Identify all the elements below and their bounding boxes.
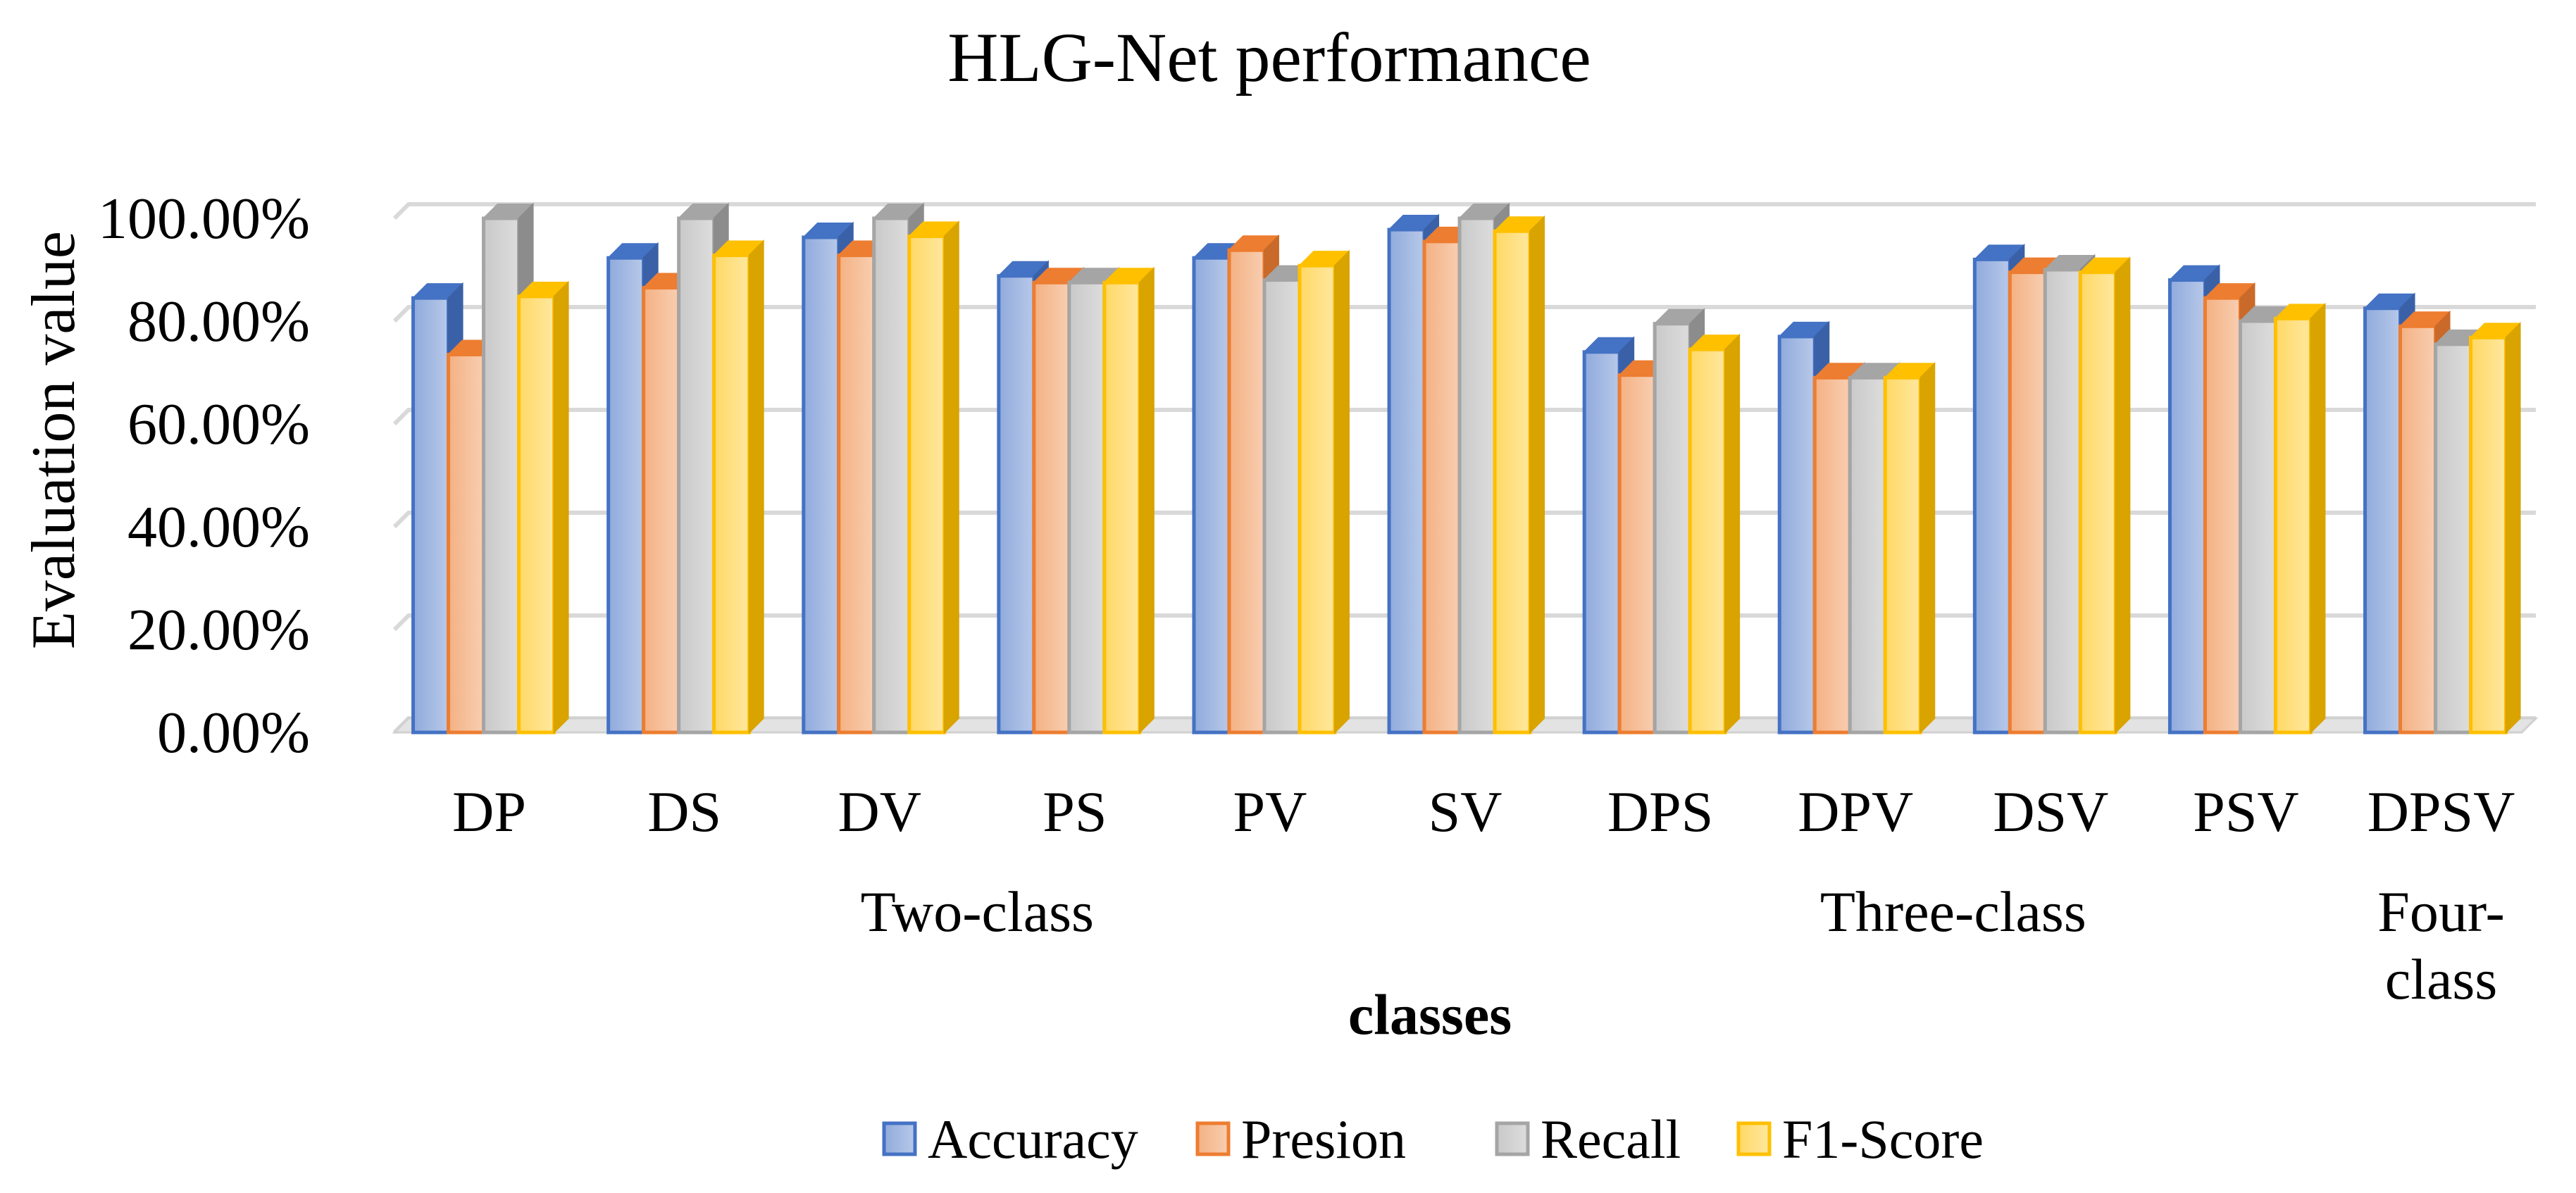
legend-label: Accuracy (928, 1108, 1138, 1170)
x-tick-label: PV (1233, 780, 1307, 844)
legend-item: Accuracy (882, 1108, 1138, 1170)
bar (2469, 321, 2521, 735)
y-axis-title: Evaluation value (20, 231, 88, 649)
bar (1883, 361, 1936, 735)
y-tick-label: 0.00% (157, 700, 310, 766)
legend: Accuracy Presion Recall F1-Score (882, 1108, 1984, 1170)
legend-item: Presion (1195, 1108, 1406, 1170)
legend-item: F1-Score (1736, 1108, 1984, 1170)
legend-swatch (1736, 1121, 1772, 1156)
y-tick-label: 100.00% (98, 186, 310, 251)
x-tick-label: SV (1429, 780, 1502, 844)
bar (517, 280, 569, 735)
bar-series (411, 202, 2521, 735)
y-tick-label: 20.00% (127, 597, 310, 663)
x-tick-label: DSV (1993, 780, 2108, 844)
group-label: Four-class (2377, 880, 2505, 1011)
legend-label: Recall (1541, 1108, 1681, 1170)
bar (2078, 256, 2131, 735)
bar (1102, 266, 1155, 735)
bar (907, 220, 959, 735)
y-tick-labels: 0.00% 20.00% 40.00% 60.00% 80.00% 100.00% (98, 186, 310, 766)
legend-label: Presion (1241, 1108, 1406, 1170)
legend-swatch (882, 1121, 917, 1156)
legend-label: F1-Score (1782, 1108, 1984, 1170)
bar (2273, 302, 2326, 735)
x-tick-label: PS (1043, 780, 1107, 844)
legend-swatch (1195, 1121, 1231, 1156)
x-tick-label: PSV (2193, 780, 2298, 844)
x-axis-title: classes (1348, 982, 1512, 1047)
legend-swatch (1495, 1121, 1530, 1156)
bar (712, 239, 764, 735)
y-tick-label: 80.00% (127, 289, 310, 354)
gridline (392, 305, 2536, 323)
gridline (392, 202, 2536, 220)
group-label: Two-class (861, 880, 1094, 944)
x-tick-label: DPS (1607, 780, 1713, 844)
x-tick-label: DS (647, 780, 721, 844)
legend-item: Recall (1495, 1108, 1681, 1170)
x-tick-labels: DP DS DV PS PV SV DPS DPV DSV PSV DPSV (452, 780, 2515, 844)
group-labels: Two-class Three-class Four-class (861, 880, 2505, 1011)
group-label: Three-class (1820, 880, 2086, 944)
x-tick-label: DPSV (2367, 780, 2515, 844)
bar (1298, 249, 1350, 735)
x-tick-label: DV (838, 780, 921, 844)
x-tick-label: DP (452, 780, 526, 844)
chart-title: HLG-Net performance (947, 18, 1591, 96)
x-tick-label: DPV (1798, 780, 1913, 844)
bar (1688, 333, 1741, 735)
y-tick-label: 60.00% (127, 392, 310, 457)
y-tick-label: 40.00% (127, 494, 310, 560)
bar (1493, 215, 1545, 735)
